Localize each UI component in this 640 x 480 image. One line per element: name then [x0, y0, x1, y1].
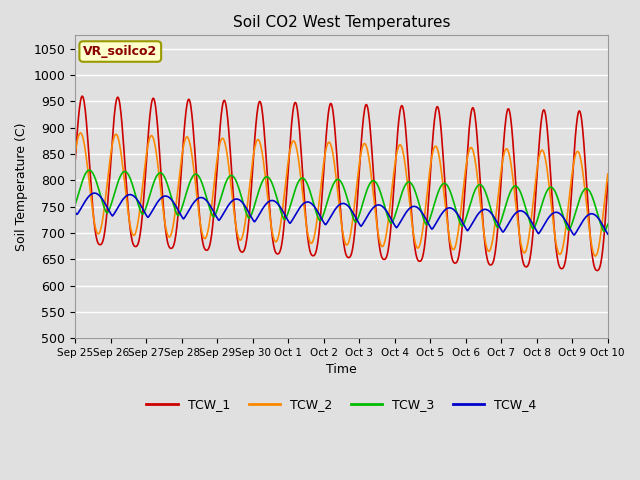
TCW_4 — [497, 226, 504, 231]
Legend: TCW_1, TCW_2, TCW_3, TCW_4: TCW_1, TCW_2, TCW_3, TCW_4 — [141, 393, 541, 416]
TCW_3 — [438, 182, 445, 188]
TCW_3 — [487, 207, 495, 213]
TCW_2 — [487, 245, 495, 251]
TCW_3 — [497, 219, 504, 225]
TCW_3 — [287, 200, 295, 206]
TCW_4 — [287, 219, 295, 225]
TCW_3 — [307, 189, 314, 195]
TCW_2 — [591, 253, 599, 259]
TCW_1 — [307, 249, 314, 255]
Title: Soil CO2 West Temperatures: Soil CO2 West Temperatures — [233, 15, 450, 30]
TCW_4 — [570, 232, 578, 238]
Line: TCW_4: TCW_4 — [75, 193, 608, 235]
TCW_3 — [126, 175, 134, 181]
TCW_2 — [497, 172, 504, 178]
TCW_3 — [71, 202, 79, 207]
TCW_2 — [307, 240, 314, 245]
TCW_4 — [604, 231, 612, 237]
Y-axis label: Soil Temperature (C): Soil Temperature (C) — [15, 122, 28, 251]
TCW_1 — [287, 127, 295, 132]
TCW_1 — [78, 93, 86, 99]
TCW_4 — [126, 192, 134, 197]
TCW_1 — [604, 180, 612, 186]
Line: TCW_3: TCW_3 — [75, 170, 608, 231]
TCW_1 — [497, 185, 504, 191]
TCW_2 — [287, 143, 295, 148]
TCW_3 — [85, 168, 93, 173]
Text: VR_soilco2: VR_soilco2 — [83, 45, 157, 58]
TCW_1 — [126, 225, 134, 231]
TCW_4 — [71, 209, 79, 215]
X-axis label: Time: Time — [326, 363, 357, 376]
TCW_2 — [77, 130, 84, 136]
TCW_2 — [604, 171, 612, 177]
TCW_4 — [90, 190, 98, 196]
TCW_4 — [307, 200, 314, 205]
TCW_2 — [438, 169, 445, 175]
TCW_1 — [487, 262, 495, 268]
Line: TCW_2: TCW_2 — [75, 133, 608, 256]
TCW_4 — [487, 210, 495, 216]
TCW_1 — [438, 131, 445, 136]
TCW_4 — [438, 211, 445, 217]
TCW_2 — [71, 151, 79, 156]
TCW_1 — [71, 158, 79, 164]
TCW_3 — [600, 228, 608, 234]
TCW_1 — [593, 268, 601, 274]
Line: TCW_1: TCW_1 — [75, 96, 608, 271]
TCW_2 — [126, 222, 134, 228]
TCW_3 — [604, 221, 612, 227]
